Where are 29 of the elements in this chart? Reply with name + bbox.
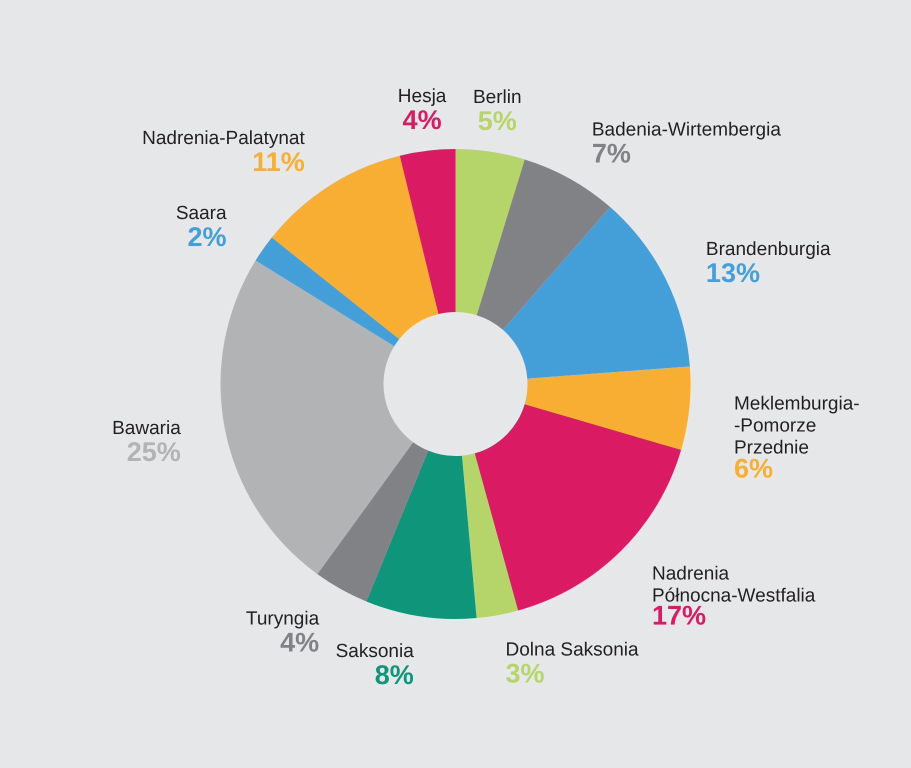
donut-slice xyxy=(456,149,525,316)
data-label: 2% xyxy=(188,222,227,252)
data-label: 13% xyxy=(706,258,760,288)
data-label: 8% xyxy=(374,660,414,690)
donut-slice xyxy=(366,450,477,619)
data-label: 3% xyxy=(505,658,545,688)
slice-label: Bawaria xyxy=(112,418,182,440)
data-label: 7% xyxy=(592,138,631,168)
slice-label: Nadrenia Północna-Westfalia xyxy=(652,563,816,606)
slice-label: Saara xyxy=(176,202,227,224)
slice-label: Brandenburgia xyxy=(706,238,832,260)
donut-slice xyxy=(462,453,518,618)
slice-label: Turyngia xyxy=(246,608,320,630)
slice-label: Hesja xyxy=(398,86,447,108)
slice-label: Badenia-Wirtembergia xyxy=(592,119,782,140)
slice-label: Saksonia xyxy=(336,640,414,662)
donut-slice xyxy=(317,442,428,602)
data-label: 5% xyxy=(478,106,517,136)
data-label: 4% xyxy=(402,105,442,136)
data-label: 4% xyxy=(280,628,320,658)
slice-label: Dolna Saksonia xyxy=(505,640,640,660)
donut-slice xyxy=(220,260,414,574)
slice-label: Nadrenia-Palatynat xyxy=(142,128,306,150)
donut-slice xyxy=(400,149,456,314)
data-label: 11% xyxy=(252,147,305,178)
donut-slice xyxy=(256,237,400,346)
donut-slice xyxy=(502,207,690,379)
donut-slice xyxy=(524,366,690,450)
slice-label: Berlin xyxy=(472,87,522,108)
